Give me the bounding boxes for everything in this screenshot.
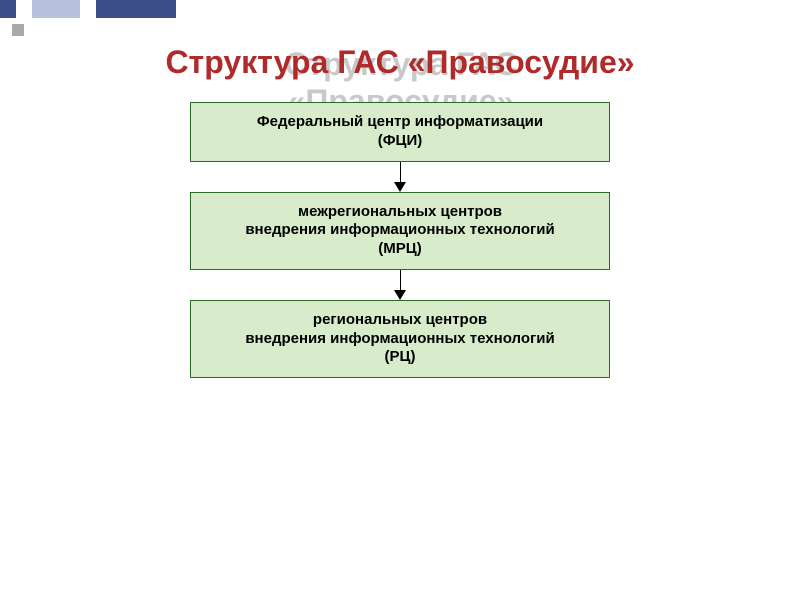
node-fci-line: Федеральный центр информатизации xyxy=(257,113,543,132)
slide-title: Структура ГАС «Правосудие» Структура ГАС… xyxy=(0,44,800,81)
node-rc: региональных центроввнедрения информацио… xyxy=(190,300,610,378)
arrow-mrc-down xyxy=(190,270,610,300)
decor-top-strip xyxy=(0,0,800,18)
node-fci-line: (ФЦИ) xyxy=(378,132,423,151)
arrow-line xyxy=(400,162,401,182)
node-mrc-line: внедрения информационных технологий xyxy=(245,221,554,240)
arrow-fci-down xyxy=(190,162,610,192)
node-mrc: межрегиональных центроввнедрения информа… xyxy=(190,192,610,270)
node-fci: Федеральный центр информатизации(ФЦИ) xyxy=(190,102,610,162)
node-mrc-line: (МРЦ) xyxy=(378,240,421,259)
node-rc-line: внедрения информационных технологий xyxy=(245,330,554,349)
node-mrc-line: межрегиональных центров xyxy=(298,203,502,222)
arrow-line xyxy=(400,270,401,290)
arrow-head-icon xyxy=(394,182,406,192)
arrow-head-icon xyxy=(394,290,406,300)
node-rc-line: региональных центров xyxy=(313,311,487,330)
node-rc-line: (РЦ) xyxy=(385,348,416,367)
hierarchy-diagram: Федеральный центр информатизации(ФЦИ) меж… xyxy=(190,102,610,378)
decor-left-marker xyxy=(12,24,24,36)
title-text: Структура ГАС «Правосудие» xyxy=(165,44,634,80)
